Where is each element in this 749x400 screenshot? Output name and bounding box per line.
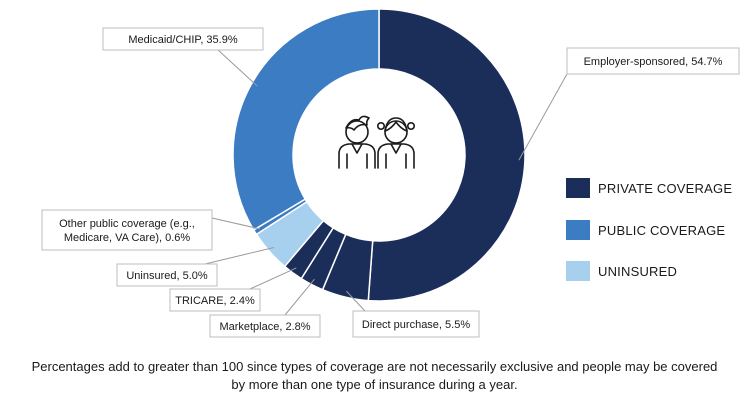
leader-line-uninsured bbox=[204, 246, 275, 265]
footnote-line-1: Percentages add to greater than 100 sinc… bbox=[31, 359, 718, 374]
legend-label-public: PUBLIC COVERAGE bbox=[598, 223, 725, 238]
callout-box bbox=[352, 310, 480, 338]
legend-swatch-public bbox=[566, 220, 590, 240]
footnote: Percentages add to greater than 100 sinc… bbox=[0, 358, 749, 394]
callout-leader-lines bbox=[204, 49, 568, 316]
callout-employer-sponsored: Employer-sponsored, 54.7% bbox=[566, 47, 740, 75]
callout-box bbox=[41, 209, 213, 251]
callout-text: Medicare, VA Care), 0.6% bbox=[64, 232, 191, 244]
donut-slices bbox=[232, 8, 526, 302]
donut-chart: Employer-sponsored, 54.7% Direct purchase… bbox=[41, 8, 740, 338]
girl-icon bbox=[376, 117, 415, 169]
callout-box bbox=[102, 27, 264, 51]
callout-labels: Employer-sponsored, 54.7% Direct purchase… bbox=[41, 27, 740, 338]
legend-swatch-uninsured bbox=[566, 261, 590, 281]
boy-icon bbox=[338, 115, 376, 169]
callout-box bbox=[169, 288, 261, 312]
callout-box bbox=[116, 263, 218, 287]
callout-text: Employer-sponsored, 54.7% bbox=[584, 56, 723, 68]
callout-text: Other public coverage (e.g., bbox=[59, 218, 195, 230]
legend: PRIVATE COVERAGE PUBLIC COVERAGE UNINSUR… bbox=[566, 178, 732, 281]
two-children-icon bbox=[338, 115, 415, 169]
callout-tricare: TRICARE, 2.4% bbox=[169, 288, 261, 312]
legend-swatch-private bbox=[566, 178, 590, 198]
callout-other-public-coverage-e-g-medicare-va-care: Other public coverage (e.g., Medicare, VA… bbox=[41, 209, 213, 251]
callout-text: Medicaid/CHIP, 35.9% bbox=[128, 34, 237, 46]
leader-line-tricare bbox=[249, 267, 297, 290]
callout-text: TRICARE, 2.4% bbox=[175, 295, 255, 307]
leader-line-direct-purchase bbox=[346, 290, 366, 312]
callout-text: Marketplace, 2.8% bbox=[219, 321, 310, 333]
callout-text: Direct purchase, 5.5% bbox=[362, 319, 470, 331]
footnote-line-2: by more than one type of insurance durin… bbox=[231, 377, 518, 392]
callout-direct-purchase: Direct purchase, 5.5% bbox=[352, 310, 480, 338]
callout-box bbox=[566, 47, 740, 75]
callout-marketplace: Marketplace, 2.8% bbox=[209, 314, 321, 338]
legend-label-uninsured: UNINSURED bbox=[598, 264, 677, 279]
leader-line-medicaid-chip bbox=[217, 49, 258, 87]
callout-box bbox=[209, 314, 321, 338]
leader-line-marketplace bbox=[284, 278, 315, 316]
callout-medicaid-chip: Medicaid/CHIP, 35.9% bbox=[102, 27, 264, 51]
leader-line-other-public-coverage-e-g-medicare-va-care bbox=[211, 217, 261, 230]
callout-uninsured: Uninsured, 5.0% bbox=[116, 263, 218, 287]
slice-medicaid-chip bbox=[232, 8, 380, 232]
legend-label-private: PRIVATE COVERAGE bbox=[598, 181, 732, 196]
callout-text: Uninsured, 5.0% bbox=[126, 270, 208, 282]
leader-line-employer-sponsored bbox=[518, 73, 568, 161]
slice-employer-sponsored bbox=[367, 8, 526, 302]
